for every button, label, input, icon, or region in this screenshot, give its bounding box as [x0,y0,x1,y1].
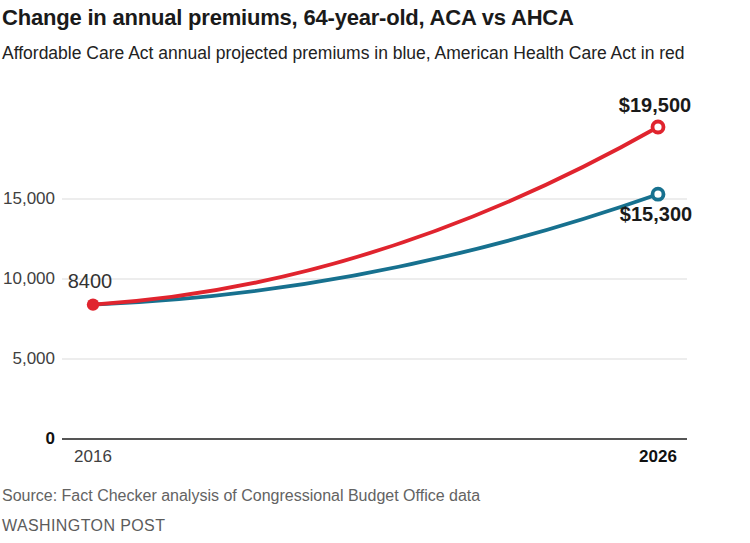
ahca-end-value-label: $19,500 [590,94,720,116]
x-axis-tick-2026: 2026 [613,447,703,467]
x-axis-tick-2016: 2016 [48,447,138,467]
publisher-credit: WASHINGTON POST [2,517,742,535]
y-axis-tick-5000: 5,000 [0,349,55,369]
chart-figure: Change in annual premiums, 64-year-old, … [0,0,750,543]
aca-end-value-label: $15,300 [591,203,721,225]
start-value-label: 8400 [25,270,155,292]
source-note: Source: Fact Checker analysis of Congres… [2,487,742,505]
y-axis-tick-0: 0 [0,429,55,449]
y-axis-tick-15000: 15,000 [0,189,55,209]
